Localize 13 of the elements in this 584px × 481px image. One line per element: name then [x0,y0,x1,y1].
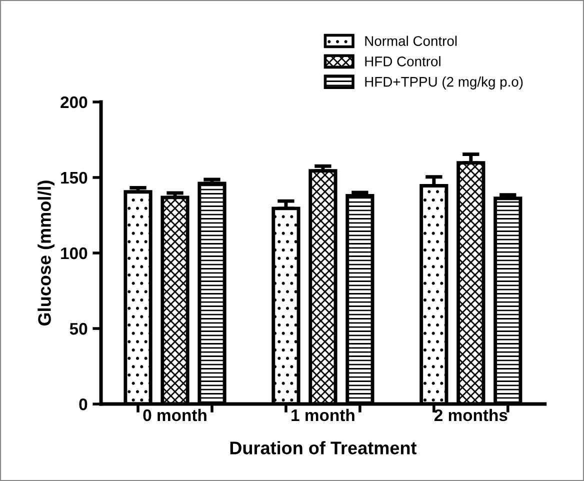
legend-label: HFD+TPPU (2 mg/kg p.o) [365,76,523,90]
y-tick-label: 0 [79,398,88,410]
y-tick-label: 150 [61,172,88,184]
x-axis-title: Duration of Treatment [230,441,417,454]
legend-label: HFD Control [365,56,440,66]
x-tick-label: 2 months [434,408,508,422]
y-tick-label: 100 [61,247,88,260]
y-axis-title: Glucose (mmol/l) [38,180,54,326]
x-tick-label: 0 month [143,408,206,422]
y-tick-label: 200 [60,96,88,108]
legend-label: Normal Control [365,36,457,46]
x-tick-label: 1 month [292,408,354,422]
y-tick-label: 50 [70,322,88,335]
